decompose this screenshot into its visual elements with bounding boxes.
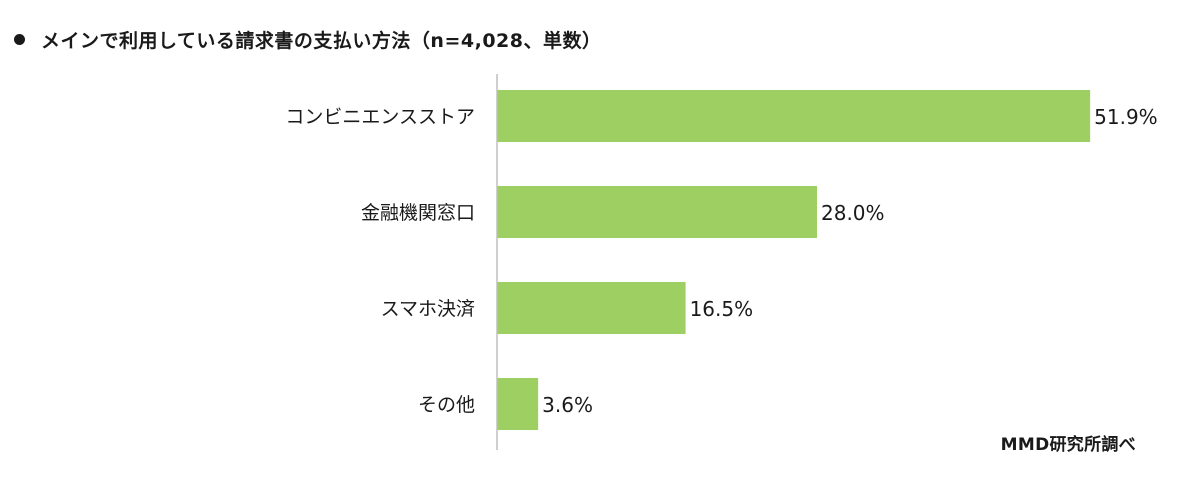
bullet-icon: [14, 34, 25, 45]
category-label: その他: [418, 394, 475, 416]
bar-1: [497, 186, 817, 238]
category-label: スマホ決済: [381, 298, 475, 320]
value-label: 51.9%: [1094, 105, 1158, 129]
bar-3: [497, 378, 539, 430]
value-label: 3.6%: [542, 393, 593, 417]
category-label: 金融機関窓口: [361, 202, 475, 224]
category-label: コンビニエンスストア: [285, 106, 475, 128]
source-credit: MMD研究所調べ: [1000, 435, 1136, 455]
bar-2: [497, 282, 686, 334]
value-label: 28.0%: [821, 201, 885, 225]
chart-title: メインで利用している請求書の支払い方法（n=4,028、単数）: [41, 30, 602, 52]
chart-title-row: メインで利用している請求書の支払い方法（n=4,028、単数）: [14, 26, 601, 53]
bar-0: [497, 90, 1091, 142]
value-label: 16.5%: [690, 297, 754, 321]
